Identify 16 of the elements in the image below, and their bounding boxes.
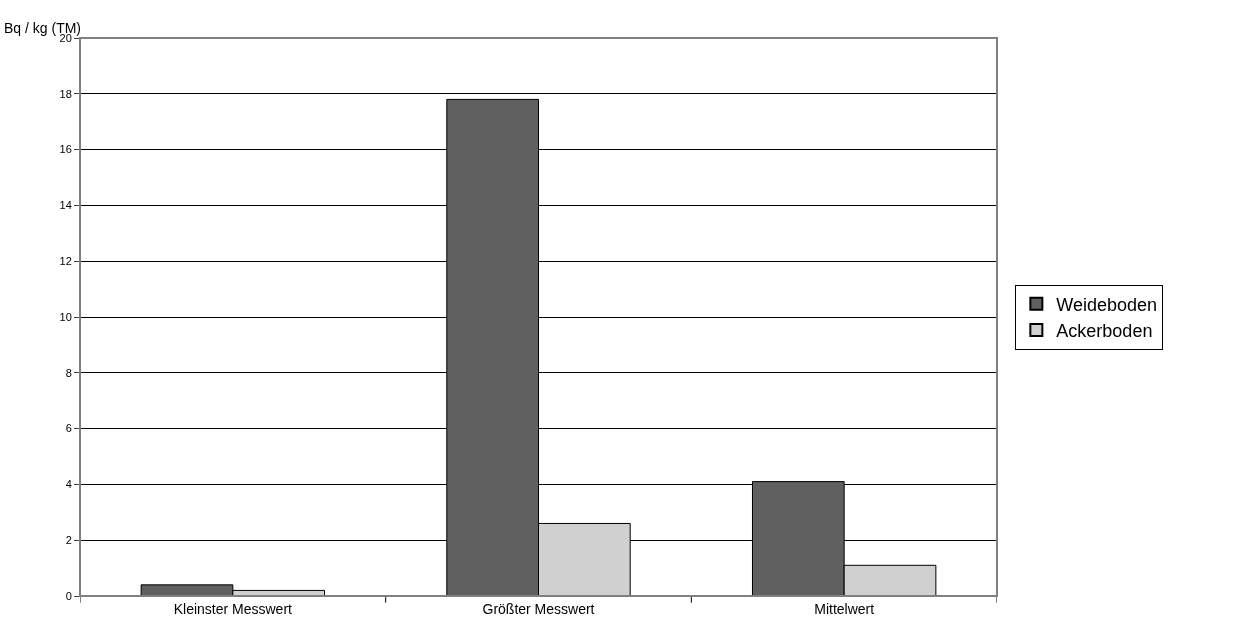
y-tick-label: 2 [65,534,72,547]
legend-label: Weideboden [1056,294,1158,315]
y-tick-label: 12 [59,255,72,268]
y-tick-label: 0 [65,589,72,602]
y-tick-label: 4 [65,478,72,491]
y-tick-label: 14 [59,199,72,212]
y-tick-label: 6 [65,422,72,435]
y-tick-label: 18 [59,87,72,100]
y-tick-label: 8 [65,366,72,379]
y-tick-label: 10 [59,310,72,323]
x-tick-label: Mittelwert [814,600,875,617]
x-tick-label: Kleinster Messwert [173,600,293,617]
y-tick-label: 16 [59,143,72,156]
x-tick-label: Größter Messwert [482,600,595,617]
legend-label: Ackerboden [1056,321,1153,342]
y-axis-title: Bq / kg (TM) [4,20,82,36]
